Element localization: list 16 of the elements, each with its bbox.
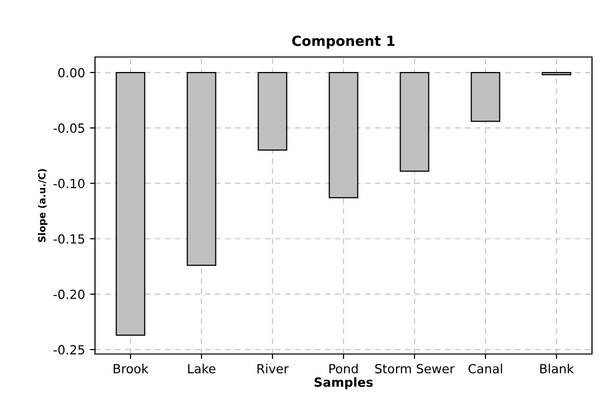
y-tick-label: -0.05 [54, 123, 84, 133]
y-tick-label: -0.25 [54, 345, 84, 354]
x-tick-label: Lake [188, 364, 216, 374]
y-tick-label: -0.15 [54, 234, 84, 244]
x-tick-label: Brook [114, 364, 148, 374]
x-axis-title: Samples [314, 377, 373, 390]
y-axis-title: Slope (a.u./C) [38, 169, 48, 242]
chart-title: Component 1 [292, 36, 395, 49]
x-tick-label: Storm Sewer [375, 364, 455, 374]
x-tick-label: River [258, 364, 289, 374]
x-tick-label: Canal [468, 364, 502, 374]
y-tick-label: -0.20 [54, 290, 84, 300]
y-tick-label: 0.00 [58, 68, 84, 78]
y-tick-label: -0.10 [54, 178, 84, 188]
x-tick-label: Pond [329, 364, 358, 374]
x-tick-label: Blank [540, 364, 574, 374]
